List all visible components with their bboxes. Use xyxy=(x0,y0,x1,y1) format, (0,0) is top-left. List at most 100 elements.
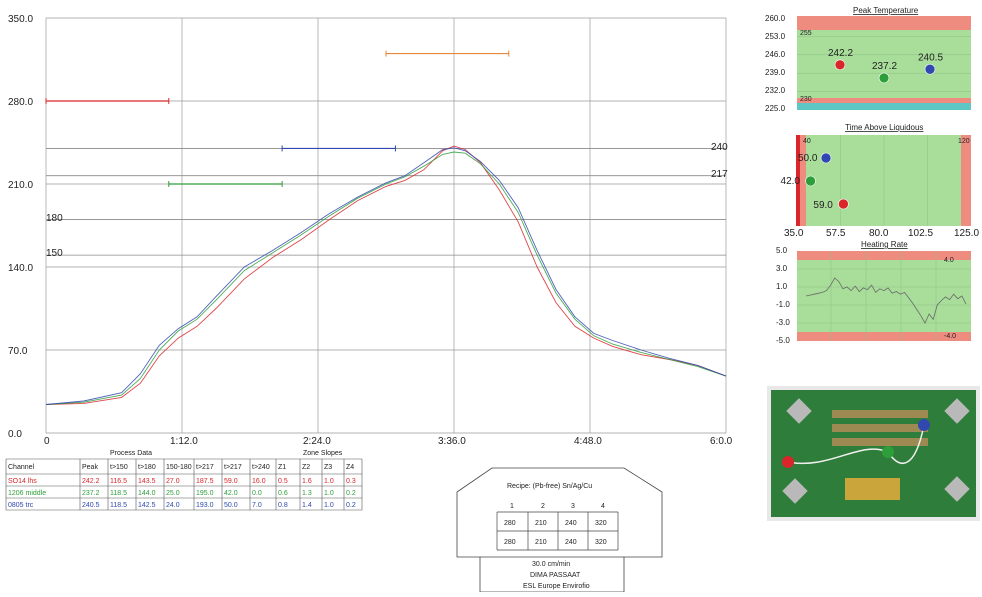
heating-panel-acceptable-band xyxy=(797,260,971,332)
table-cell: 0.8 xyxy=(278,502,288,509)
peak-y-tick: 246.0 xyxy=(765,50,786,59)
tal-point-label: 50.0 xyxy=(798,153,818,164)
table-cell: 116.5 xyxy=(110,478,127,485)
table-header-cell: Z2 xyxy=(302,464,310,471)
thermocouple-green xyxy=(882,446,894,458)
peak-panel-acceptable-band xyxy=(797,30,971,98)
thermocouple-red xyxy=(782,456,794,468)
peak-point-label: 242.2 xyxy=(828,48,853,59)
table-header-cell: Z4 xyxy=(346,464,354,471)
y-tick-label: 0.0 xyxy=(8,429,22,440)
table-cell: 50.0 xyxy=(224,502,238,509)
table-cell: 143.5 xyxy=(138,478,156,485)
table-grid xyxy=(5,458,363,511)
table-cell: 1206 middle xyxy=(8,490,46,497)
recipe-location: ESL Europe Envirofio xyxy=(523,583,590,590)
heating-y-tick: 1.0 xyxy=(776,282,788,291)
table-cell: 1.0 xyxy=(324,490,334,497)
table-header-cell: t>240 xyxy=(252,464,270,471)
table-header-cell: t>180 xyxy=(138,464,156,471)
table-cell: 118.5 xyxy=(110,490,127,497)
heating-band-label: -4.0 xyxy=(944,333,956,340)
ref-label-217: 217 xyxy=(711,169,728,180)
table-cell: 1.0 xyxy=(324,478,334,485)
table-cell: 240.5 xyxy=(82,502,100,509)
x-tick-label: 2:24.0 xyxy=(303,436,331,447)
peak-band-label: 255 xyxy=(800,30,812,37)
table-cell: 0805 trc xyxy=(8,502,34,509)
heating-y-tick: 3.0 xyxy=(776,264,788,273)
tal-point-label: 59.0 xyxy=(813,200,833,211)
tal-points: 50.0 42.0 59.0 xyxy=(781,152,849,211)
tal-panel-edge xyxy=(796,135,800,226)
recipe-zone-number: 4 xyxy=(601,503,605,510)
heating-grid xyxy=(797,251,971,341)
tal-x-tick: 57.5 xyxy=(826,228,846,239)
recipe-zone-number: 3 xyxy=(571,503,575,510)
heating-y-tick: -1.0 xyxy=(776,300,790,309)
peak-y-tick: 253.0 xyxy=(765,32,786,41)
recipe-cells: 1 2 3 4 280 210 240 320 280 210 240 320 xyxy=(504,503,607,546)
x-tick-label: 4:48.0 xyxy=(574,436,602,447)
table-cell: SO14 lhs xyxy=(8,478,37,485)
table-cell: 144.0 xyxy=(138,490,156,497)
recipe-machine: DIMA PASSAAT xyxy=(530,572,581,579)
table-cell: 7.0 xyxy=(252,502,262,509)
tal-point-blue xyxy=(820,152,832,164)
heating-rate-series xyxy=(805,277,967,324)
series-line-blue xyxy=(45,147,727,405)
tal-x-tick: 80.0 xyxy=(869,228,889,239)
heating-rate-panel: Heating Rate 4.0 -4.0 5.0 3.0 1.0 -1.0 -… xyxy=(776,240,971,345)
peak-point-blue xyxy=(924,63,936,75)
pcb-component-row xyxy=(832,424,928,432)
pcb-chip xyxy=(944,476,970,502)
recipe-zone-number: 2 xyxy=(541,503,545,510)
heating-band-label: 4.0 xyxy=(944,257,954,264)
table-cell: 16.0 xyxy=(252,478,266,485)
tal-point-label: 42.0 xyxy=(781,176,801,187)
table-cell: 0.2 xyxy=(346,490,356,497)
main-profile-chart: 350.0 280.0 210.0 140.0 70.0 0.0 0 1:12.… xyxy=(8,14,733,447)
tal-point-green xyxy=(805,175,816,187)
tal-point-red xyxy=(838,198,849,210)
table-cell: 237.2 xyxy=(82,490,100,497)
table-header-cell: Z1 xyxy=(278,464,286,471)
peak-temperature-title: Peak Temperature xyxy=(853,6,919,15)
peak-y-tick: 225.0 xyxy=(765,104,786,113)
pcb-chip xyxy=(786,398,812,424)
table-header-cell: t>217 xyxy=(196,464,214,471)
heating-y-tick: -5.0 xyxy=(776,336,790,345)
recipe-box: Recipe: (Pb-free) Sn/Ag/Cu 1 2 3 4 280 210 240… xyxy=(456,467,663,593)
table-header-cell: Channel xyxy=(8,464,35,471)
table-cell: 142.5 xyxy=(138,502,156,509)
table-cell: 242.2 xyxy=(82,478,100,485)
x-tick-label: 6:0.0 xyxy=(710,436,733,447)
tal-panel: Time Above Liquidous 40 120 35.0 57.5 80… xyxy=(781,123,980,239)
tal-x-tick: 125.0 xyxy=(954,228,979,239)
pcb-logo-area xyxy=(845,478,900,500)
tal-x-tick: 35.0 xyxy=(784,228,804,239)
peak-y-tick: 260.0 xyxy=(765,14,786,23)
x-tick-label: 0 xyxy=(44,436,50,447)
recipe-grid xyxy=(496,511,619,551)
recipe-cell: 210 xyxy=(535,520,547,527)
recipe-cell: 320 xyxy=(595,520,607,527)
recipe-speed: 30.0 cm/min xyxy=(532,561,570,568)
table-header-cell: t>217 xyxy=(224,464,242,471)
peak-point-red xyxy=(834,59,846,71)
process-data-table: Process Data Zone Slopes Channel Peak t>15… xyxy=(5,450,363,511)
tal-title: Time Above Liquidous xyxy=(845,123,923,132)
peak-point-green xyxy=(878,72,890,84)
main-grid xyxy=(45,17,727,434)
recipe-cell: 280 xyxy=(504,539,516,546)
table-cell: 24.0 xyxy=(166,502,180,509)
peak-band-label: 230 xyxy=(800,96,812,103)
peak-point-label: 240.5 xyxy=(918,52,943,63)
zone-slopes-header: Zone Slopes xyxy=(303,450,343,457)
table-header-cell: 150-180 xyxy=(166,464,192,471)
pcb-chip xyxy=(944,398,970,424)
y-tick-label: 210.0 xyxy=(8,180,33,191)
table-header-cell: Peak xyxy=(82,464,98,471)
ref-label-150: 150 xyxy=(46,248,63,259)
heating-rate-title: Heating Rate xyxy=(861,240,908,249)
